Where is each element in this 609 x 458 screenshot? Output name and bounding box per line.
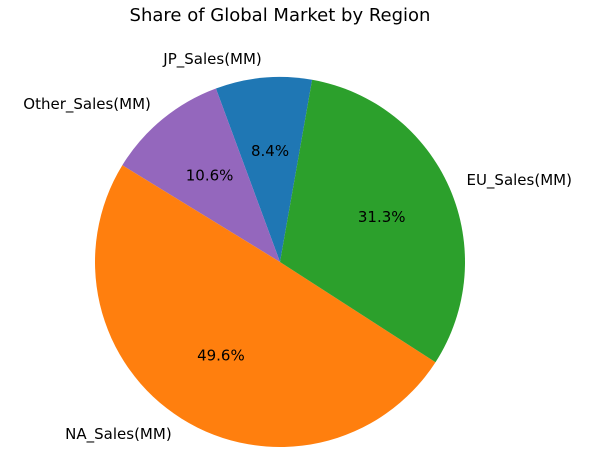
chart-title: Share of Global Market by Region — [130, 5, 431, 26]
pie-slice-jp-sales-mm — [215, 76, 313, 262]
slice-label-na-sales-mm: NA_Sales(MM) — [65, 425, 172, 444]
pie-labels: JP_Sales(MM) 8.4% Other_Sales(MM) 10.6% NA_S… — [23, 50, 572, 444]
pie-slice-na-sales-mm — [94, 165, 436, 448]
slice-label-other-sales-mm: Other_Sales(MM) — [23, 95, 151, 114]
pie-slice-other-sales-mm — [122, 88, 280, 262]
slice-percent-na-sales-mm: 49.6% — [197, 346, 245, 364]
slice-percent-eu-sales-mm: 31.3% — [358, 208, 406, 226]
pie-slices — [94, 76, 466, 448]
pie-slice-eu-sales-mm — [280, 79, 466, 363]
slice-label-eu-sales-mm: EU_Sales(MM) — [466, 171, 571, 190]
slice-label-jp-sales-mm: JP_Sales(MM) — [162, 50, 261, 69]
slice-percent-other-sales-mm: 10.6% — [186, 167, 234, 185]
slice-percent-jp-sales-mm: 8.4% — [251, 142, 289, 160]
